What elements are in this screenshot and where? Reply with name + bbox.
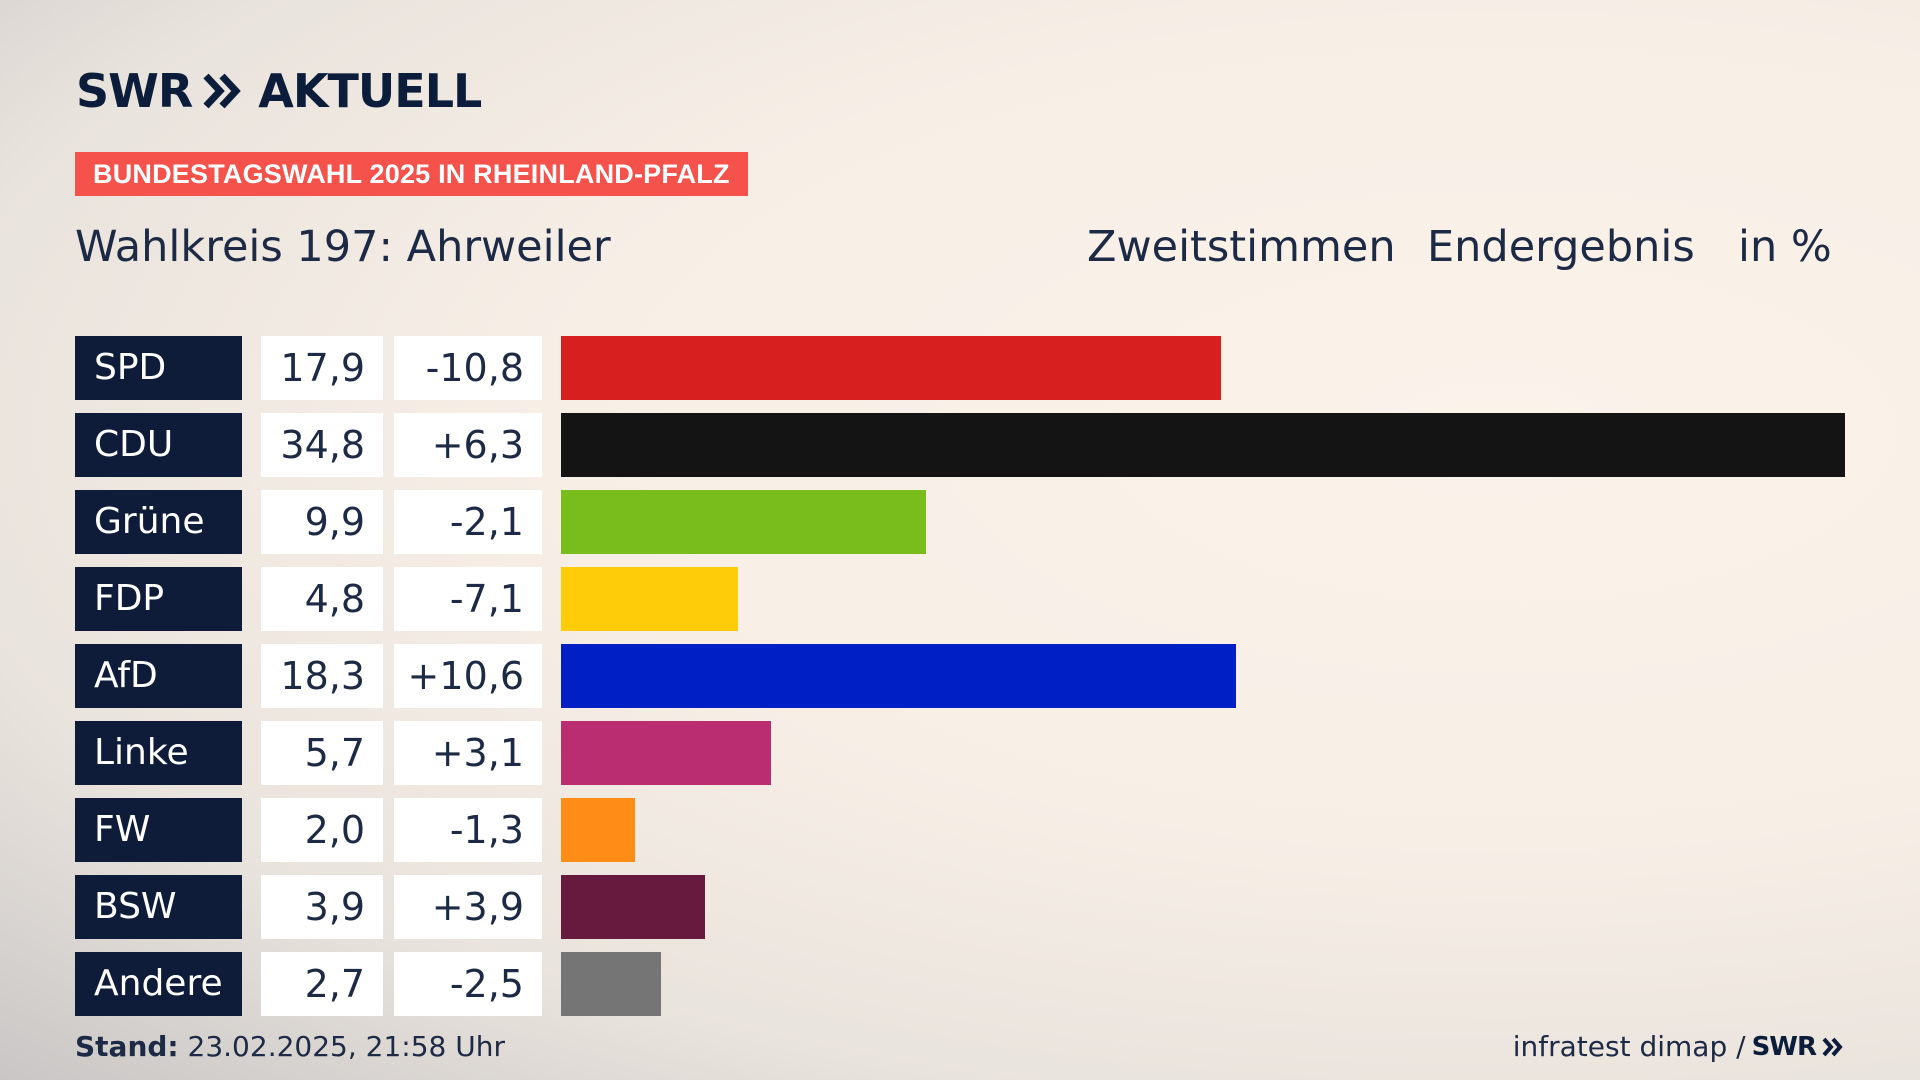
change-label: +6,3 xyxy=(394,413,542,477)
party-label: SPD xyxy=(75,336,242,400)
party-label: FDP xyxy=(75,567,242,631)
logo-swr-text: SWR xyxy=(76,64,193,118)
bar-linke xyxy=(561,721,771,785)
value-label: 18,3 xyxy=(261,644,383,708)
change-label: +3,9 xyxy=(394,875,542,939)
bar-afd xyxy=(561,644,1236,708)
bar-grüne xyxy=(561,490,926,554)
party-label: Andere xyxy=(75,952,242,1016)
change-label: -1,3 xyxy=(394,798,542,862)
bar-cdu xyxy=(561,413,1845,477)
stand-value: 23.02.2025, 21:58 Uhr xyxy=(187,1030,505,1063)
stand-label: Stand: xyxy=(75,1030,179,1063)
swr-aktuell-logo: SWR AKTUELL xyxy=(76,64,482,118)
change-label: -7,1 xyxy=(394,567,542,631)
logo-aktuell-text: AKTUELL xyxy=(258,64,482,118)
header-status: Endergebnis xyxy=(1427,222,1695,272)
value-label: 34,8 xyxy=(261,413,383,477)
value-label: 5,7 xyxy=(261,721,383,785)
value-label: 4,8 xyxy=(261,567,383,631)
bar-bsw xyxy=(561,875,705,939)
election-tag: BUNDESTAGSWAHL 2025 IN RHEINLAND-PFALZ xyxy=(75,152,748,196)
source-text: infratest dimap / xyxy=(1512,1030,1746,1063)
header-unit: in % xyxy=(1738,222,1832,272)
header-vote-type: Zweitstimmen xyxy=(1087,222,1396,272)
party-label: FW xyxy=(75,798,242,862)
change-label: +10,6 xyxy=(394,644,542,708)
source-info: infratest dimap / SWR xyxy=(1513,1030,1844,1063)
double-chevron-icon xyxy=(203,73,242,109)
value-label: 2,0 xyxy=(261,798,383,862)
value-label: 17,9 xyxy=(261,336,383,400)
value-label: 9,9 xyxy=(261,490,383,554)
party-label: CDU xyxy=(75,413,242,477)
bar-spd xyxy=(561,336,1221,400)
party-label: Grüne xyxy=(75,490,242,554)
change-label: -10,8 xyxy=(394,336,542,400)
change-label: -2,5 xyxy=(394,952,542,1016)
stand-info: Stand: 23.02.2025, 21:58 Uhr xyxy=(75,1030,505,1063)
bar-fdp xyxy=(561,567,738,631)
value-label: 2,7 xyxy=(261,952,383,1016)
source-brand: SWR xyxy=(1751,1031,1817,1062)
change-label: +3,1 xyxy=(394,721,542,785)
party-label: AfD xyxy=(75,644,242,708)
party-label: BSW xyxy=(75,875,242,939)
bar-fw xyxy=(561,798,635,862)
bar-andere xyxy=(561,952,661,1016)
value-label: 3,9 xyxy=(261,875,383,939)
chart-title: Wahlkreis 197: Ahrweiler xyxy=(75,222,611,272)
change-label: -2,1 xyxy=(394,490,542,554)
double-chevron-icon xyxy=(1822,1037,1843,1056)
party-label: Linke xyxy=(75,721,242,785)
